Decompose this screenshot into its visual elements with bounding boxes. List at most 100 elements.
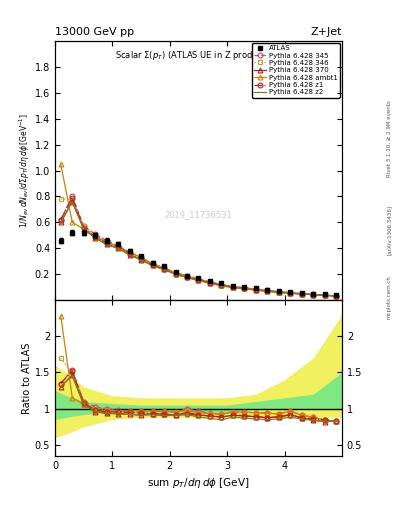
Pythia 6.428 345: [104, 238, 109, 244]
Pythia 6.428 ambt1: [208, 279, 212, 285]
Pythia 6.428 370: [219, 282, 224, 288]
Pythia 6.428 346: [81, 223, 86, 229]
Line: Pythia 6.428 370: Pythia 6.428 370: [58, 199, 339, 298]
Pythia 6.428 ambt1: [334, 293, 338, 299]
Pythia 6.428 z2: [93, 235, 97, 241]
Pythia 6.428 ambt1: [59, 161, 63, 167]
Y-axis label: Ratio to ATLAS: Ratio to ATLAS: [22, 342, 32, 414]
Pythia 6.428 346: [104, 239, 109, 245]
Pythia 6.428 z2: [219, 283, 224, 289]
Pythia 6.428 345: [127, 249, 132, 255]
Pythia 6.428 z1: [196, 277, 201, 283]
Pythia 6.428 370: [231, 284, 235, 290]
Pythia 6.428 346: [311, 291, 316, 297]
Pythia 6.428 345: [288, 290, 293, 296]
Pythia 6.428 346: [288, 290, 293, 296]
Pythia 6.428 345: [265, 287, 270, 293]
Pythia 6.428 z1: [334, 293, 338, 299]
Pythia 6.428 370: [322, 292, 327, 298]
Pythia 6.428 ambt1: [116, 244, 121, 250]
Pythia 6.428 ambt1: [185, 273, 189, 279]
Pythia 6.428 370: [334, 293, 338, 299]
Pythia 6.428 345: [276, 289, 281, 295]
Pythia 6.428 z1: [276, 289, 281, 295]
Pythia 6.428 370: [208, 280, 212, 286]
Pythia 6.428 370: [276, 289, 281, 295]
Pythia 6.428 ambt1: [253, 286, 258, 292]
Pythia 6.428 ambt1: [139, 254, 143, 261]
Pythia 6.428 z1: [219, 282, 224, 288]
Pythia 6.428 z1: [253, 287, 258, 293]
Pythia 6.428 345: [242, 285, 247, 291]
Pythia 6.428 z1: [70, 195, 75, 201]
Pythia 6.428 370: [139, 257, 143, 263]
Pythia 6.428 z1: [116, 244, 121, 250]
Pythia 6.428 z2: [208, 280, 212, 286]
Pythia 6.428 ambt1: [288, 290, 293, 296]
Text: [arXiv:1306.3436]: [arXiv:1306.3436]: [387, 205, 391, 255]
Pythia 6.428 z1: [242, 285, 247, 291]
Pythia 6.428 345: [162, 265, 166, 271]
Pythia 6.428 ambt1: [173, 270, 178, 276]
Pythia 6.428 370: [288, 290, 293, 296]
Pythia 6.428 ambt1: [265, 287, 270, 293]
Pythia 6.428 z1: [139, 255, 143, 262]
Pythia 6.428 345: [253, 286, 258, 292]
Pythia 6.428 346: [322, 292, 327, 298]
Pythia 6.428 z1: [322, 292, 327, 298]
Pythia 6.428 370: [299, 291, 304, 297]
Pythia 6.428 346: [139, 255, 143, 262]
Pythia 6.428 z1: [208, 280, 212, 286]
Pythia 6.428 346: [127, 250, 132, 257]
Pythia 6.428 ambt1: [93, 233, 97, 240]
Pythia 6.428 346: [70, 196, 75, 202]
Pythia 6.428 370: [265, 288, 270, 294]
Pythia 6.428 ambt1: [276, 289, 281, 295]
Pythia 6.428 z2: [162, 267, 166, 273]
Pythia 6.428 ambt1: [299, 291, 304, 297]
Pythia 6.428 z2: [334, 293, 338, 299]
Pythia 6.428 370: [162, 266, 166, 272]
Pythia 6.428 370: [59, 219, 63, 225]
Pythia 6.428 370: [242, 285, 247, 291]
Pythia 6.428 z1: [150, 262, 155, 268]
Pythia 6.428 z2: [253, 287, 258, 293]
Pythia 6.428 345: [139, 254, 143, 261]
Pythia 6.428 z2: [265, 288, 270, 294]
Pythia 6.428 z1: [265, 288, 270, 294]
Pythia 6.428 346: [276, 289, 281, 295]
Pythia 6.428 370: [116, 245, 121, 251]
Pythia 6.428 z2: [150, 263, 155, 269]
Line: Pythia 6.428 z2: Pythia 6.428 z2: [61, 202, 336, 296]
Line: Pythia 6.428 345: Pythia 6.428 345: [58, 194, 339, 298]
Pythia 6.428 370: [185, 274, 189, 280]
Pythia 6.428 345: [150, 261, 155, 267]
Pythia 6.428 370: [173, 271, 178, 278]
Pythia 6.428 ambt1: [219, 282, 224, 288]
Pythia 6.428 z1: [311, 291, 316, 297]
Pythia 6.428 ambt1: [104, 239, 109, 245]
Pythia 6.428 345: [173, 270, 178, 276]
Pythia 6.428 z1: [299, 291, 304, 297]
Pythia 6.428 z2: [242, 286, 247, 292]
Pythia 6.428 ambt1: [322, 292, 327, 298]
Pythia 6.428 z2: [322, 292, 327, 298]
Pythia 6.428 z1: [231, 284, 235, 290]
Pythia 6.428 346: [173, 270, 178, 276]
Pythia 6.428 345: [93, 231, 97, 237]
Pythia 6.428 345: [81, 223, 86, 229]
Pythia 6.428 346: [93, 232, 97, 239]
Pythia 6.428 370: [196, 277, 201, 283]
Pythia 6.428 345: [231, 284, 235, 290]
Pythia 6.428 ambt1: [231, 284, 235, 290]
Pythia 6.428 z1: [104, 240, 109, 246]
Pythia 6.428 345: [322, 292, 327, 298]
Pythia 6.428 346: [185, 273, 189, 279]
Pythia 6.428 370: [127, 252, 132, 258]
Pythia 6.428 346: [219, 282, 224, 288]
Pythia 6.428 345: [219, 282, 224, 288]
Pythia 6.428 z1: [59, 217, 63, 223]
Pythia 6.428 ambt1: [162, 265, 166, 271]
Pythia 6.428 z2: [196, 278, 201, 284]
Pythia 6.428 z2: [288, 290, 293, 296]
